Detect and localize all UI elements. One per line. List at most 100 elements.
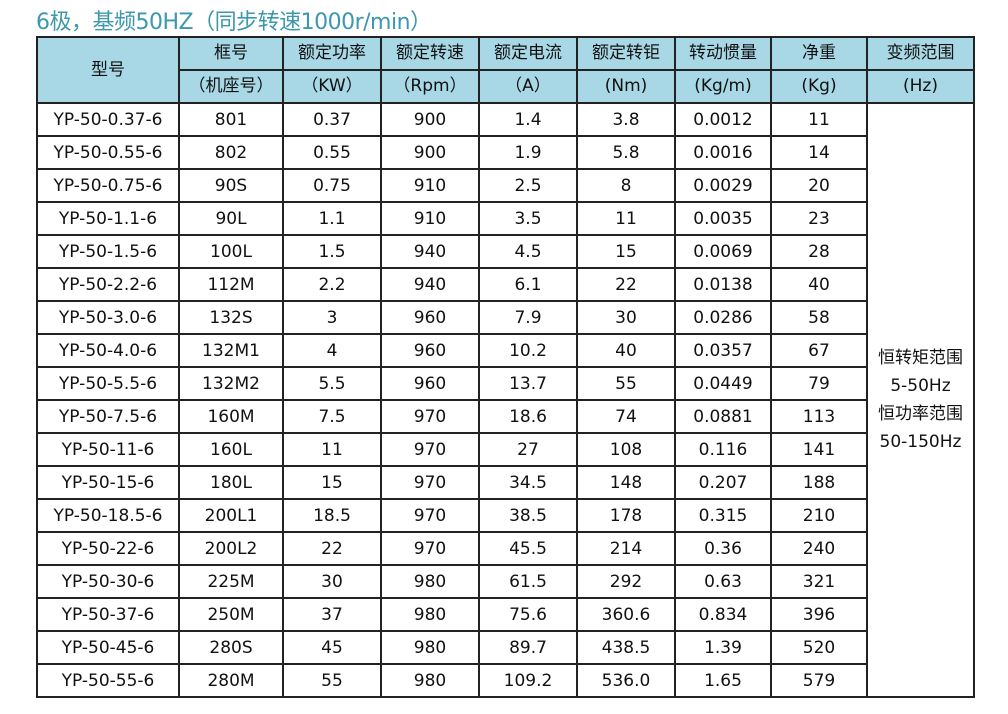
table-cell: 178 <box>576 498 676 533</box>
table-cell: 1.4 <box>478 102 578 137</box>
table-row: YP-50-3.0-6 132S 3 960 7.9 30 0.0286 58 <box>36 300 974 335</box>
column-header: 额定转速 <box>380 36 480 71</box>
table-cell: 0.0138 <box>674 267 772 302</box>
table-cell: 910 <box>380 201 480 236</box>
table-cell: 15 <box>282 465 382 500</box>
table-cell: YP-50-11-6 <box>36 432 180 467</box>
table-row: YP-50-11-6 160L 11 970 27 108 0.116 141 <box>36 432 974 467</box>
table-cell: 980 <box>380 564 480 599</box>
table-cell: 970 <box>380 498 480 533</box>
table-cell: 58 <box>770 300 868 335</box>
table-cell: 0.0012 <box>674 102 772 137</box>
table-cell: 0.0016 <box>674 135 772 170</box>
table-cell: 910 <box>380 168 480 203</box>
table-cell: 14 <box>770 135 868 170</box>
table-cell: 1.1 <box>282 201 382 236</box>
table-row: YP-50-15-6 180L 15 970 34.5 148 0.207 188 <box>36 465 974 500</box>
table-cell: 980 <box>380 663 480 698</box>
table-row: YP-50-1.1-6 90L 1.1 910 3.5 11 0.0035 23 <box>36 201 974 236</box>
column-header: 转动惯量 <box>674 36 772 71</box>
header-row: 型号 框号 额定功率 额定转速 额定电流 额定转钜 转动惯量 净重 变频范围 <box>36 36 975 104</box>
column-header: 额定转钜 <box>576 36 676 71</box>
table-cell: 5.8 <box>576 135 676 170</box>
column-header-unit: (Nm) <box>576 69 676 104</box>
table-cell: 292 <box>576 564 676 599</box>
table-cell: 11 <box>576 201 676 236</box>
table-row: YP-50-2.2-6 112M 2.2 940 6.1 22 0.0138 40 <box>36 267 974 302</box>
table-cell: 160M <box>178 399 284 434</box>
table-row: YP-50-18.5-6 200L1 18.5 970 38.5 178 0.315 210 <box>36 498 974 533</box>
table-cell: 74 <box>576 399 676 434</box>
table-cell: 11 <box>770 102 868 137</box>
table-cell: 4 <box>282 333 382 368</box>
table-cell: YP-50-4.0-6 <box>36 333 180 368</box>
table-cell: 90L <box>178 201 284 236</box>
column-header: 框号 <box>178 36 284 71</box>
table-cell: 940 <box>380 234 480 269</box>
table-cell: 2.2 <box>282 267 382 302</box>
column-header-unit: （A） <box>478 69 578 104</box>
frequency-range-line: 恒功率范围 <box>878 404 963 424</box>
table-cell: 980 <box>380 630 480 665</box>
table-cell: 0.0881 <box>674 399 772 434</box>
column-header: 变频范围 <box>866 36 975 71</box>
table-cell: YP-50-15-6 <box>36 465 180 500</box>
table-cell: 6.1 <box>478 267 578 302</box>
table-cell: 27 <box>478 432 578 467</box>
table-cell: 980 <box>380 597 480 632</box>
table-cell: 8 <box>576 168 676 203</box>
table-cell: 2.5 <box>478 168 578 203</box>
table-row: YP-50-0.75-6 90S 0.75 910 2.5 8 0.0029 20 <box>36 168 974 203</box>
column-header-unit: （Rpm） <box>380 69 480 104</box>
table-cell: YP-50-2.2-6 <box>36 267 180 302</box>
table-cell: 240 <box>770 531 868 566</box>
table-cell: 45 <box>282 630 382 665</box>
table-cell: 23 <box>770 201 868 236</box>
table-cell: 0.0449 <box>674 366 772 401</box>
table-row: YP-50-22-6 200L2 22 970 45.5 214 0.36 240 <box>36 531 974 566</box>
frequency-range-line: 恒转矩范围 <box>878 348 963 368</box>
table-cell: YP-50-7.5-6 <box>36 399 180 434</box>
table-cell: 22 <box>576 267 676 302</box>
page-title: 6极，基频50HZ（同步转速1000r/min） <box>36 10 432 35</box>
table-cell: 5.5 <box>282 366 382 401</box>
table-cell: 7.9 <box>478 300 578 335</box>
table-cell: 55 <box>282 663 382 698</box>
table-cell: 3 <box>282 300 382 335</box>
table-cell: 7.5 <box>282 399 382 434</box>
table-cell: 132M1 <box>178 333 284 368</box>
table-cell: 200L2 <box>178 531 284 566</box>
table-row: YP-50-7.5-6 160M 7.5 970 18.6 74 0.0881 113 <box>36 399 974 434</box>
frequency-range-note: 恒转矩范围 5-50Hz 恒功率范围 50-150Hz <box>866 102 975 698</box>
table-cell: 89.7 <box>478 630 578 665</box>
table-cell: 38.5 <box>478 498 578 533</box>
column-header: 额定功率 <box>282 36 382 71</box>
table-cell: YP-50-0.37-6 <box>36 102 180 137</box>
table-cell: 18.6 <box>478 399 578 434</box>
table-cell: 3.8 <box>576 102 676 137</box>
table-cell: 160L <box>178 432 284 467</box>
table-cell: YP-50-0.75-6 <box>36 168 180 203</box>
table-cell: 0.55 <box>282 135 382 170</box>
table-cell: 30 <box>282 564 382 599</box>
table-cell: 0.207 <box>674 465 772 500</box>
table-cell: 113 <box>770 399 868 434</box>
table-cell: 112M <box>178 267 284 302</box>
table-cell: YP-50-22-6 <box>36 531 180 566</box>
table-cell: 0.0035 <box>674 201 772 236</box>
table-cell: 109.2 <box>478 663 578 698</box>
table-cell: 940 <box>380 267 480 302</box>
table-cell: 280S <box>178 630 284 665</box>
table-row: YP-50-0.55-6 802 0.55 900 1.9 5.8 0.0016 14 <box>36 135 974 170</box>
frequency-range-line: 50-150Hz <box>879 432 962 452</box>
table-cell: 132M2 <box>178 366 284 401</box>
table-cell: 225M <box>178 564 284 599</box>
table-cell: 0.0069 <box>674 234 772 269</box>
table-cell: 10.2 <box>478 333 578 368</box>
table-row: YP-50-55-6 280M 55 980 109.2 536.0 1.65 579 <box>36 663 974 698</box>
table-cell: 900 <box>380 135 480 170</box>
table-cell: 0.0286 <box>674 300 772 335</box>
table-row: YP-50-30-6 225M 30 980 61.5 292 0.63 321 <box>36 564 974 599</box>
column-header-unit: (Kg/m) <box>674 69 772 104</box>
table-cell: 0.315 <box>674 498 772 533</box>
